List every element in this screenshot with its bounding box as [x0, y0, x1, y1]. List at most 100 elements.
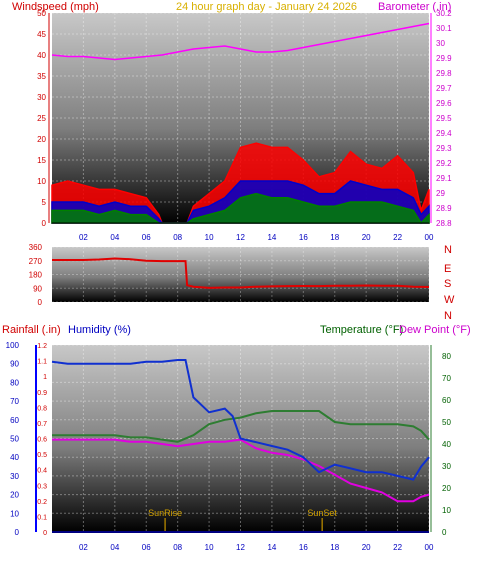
rainfall-y-tick-label: 0.2 [37, 499, 47, 506]
wind-x-tick-label: 18 [330, 233, 339, 242]
humidity-y-tick-label: 40 [10, 453, 19, 462]
humidity-x-tick-label: 22 [393, 543, 402, 552]
temperature-y-tick-label: 70 [442, 374, 451, 383]
humidity-y-tick-label: 60 [10, 416, 19, 425]
wind-series [51, 22, 430, 225]
humidity-x-tick-label: 20 [362, 543, 371, 552]
humidity-x-tick-label: 06 [142, 543, 151, 552]
sunrise-label: SunRise [148, 508, 182, 518]
wind-x-tick-label: 10 [205, 233, 214, 242]
rainfall-y-tick-label: 0.1 [37, 514, 47, 521]
wind-y-tick-label: 15 [37, 156, 46, 165]
compass-label: S [444, 278, 451, 290]
temperature-y-tick-label: 10 [442, 506, 451, 515]
barometer-y-tick-label: 28.9 [436, 204, 452, 213]
wind-y-tick-label: 50 [37, 9, 46, 18]
humidity-y-tick-label: 90 [10, 360, 19, 369]
barometer-y-tick-label: 29.2 [436, 159, 452, 168]
wind-grid [52, 12, 430, 224]
wind-y-tick-label: 10 [37, 177, 46, 186]
wind-x-tick-label: 06 [142, 233, 151, 242]
rainfall-y-tick-label: 1 [43, 374, 47, 381]
wind-direction-series [52, 257, 430, 289]
wind-y-tick-label: 30 [37, 93, 46, 102]
temperature-series [52, 410, 430, 443]
barometer-y-tick-label: 29 [436, 189, 445, 198]
temperature-axis-ticks: 0 10 20 30 40 50 60 70 80 [430, 345, 451, 537]
temperature-axis-label: Temperature (°F) [320, 324, 403, 336]
rainfall-y-tick-label: 0.3 [37, 483, 47, 490]
rainfall-y-tick-label: 0.8 [37, 405, 47, 412]
compass-label: N [444, 244, 452, 256]
humidity-x-tick-label: 10 [205, 543, 214, 552]
wind-x-tick-label: 04 [110, 233, 119, 242]
windspeed-axis-label: Windspeed (mph) [12, 1, 99, 13]
barometer-right-axis-ticks: 28.8 28.9 29 29.1 29.2 29.3 29.4 29.5 29.6 29.7 29… [430, 9, 452, 228]
humidity-y-tick-label: 20 [10, 491, 19, 500]
rainfall-y-tick-label: 0 [43, 530, 47, 537]
barometer-y-tick-label: 30.1 [436, 24, 452, 33]
compass-label: N [444, 310, 452, 322]
wind-direction-tick-label: 360 [29, 243, 43, 252]
dew-point-series [52, 438, 430, 503]
humidity-y-tick-label: 30 [10, 472, 19, 481]
barometer-series [51, 22, 430, 61]
wind-y-tick-label: 35 [37, 72, 46, 81]
barometer-y-tick-label: 29.7 [436, 84, 452, 93]
wind-y-tick-label: 0 [42, 219, 47, 228]
rainfall-y-tick-label: 1.1 [37, 359, 47, 366]
chart-title: 24 hour graph day - January 24 2026 [176, 1, 357, 13]
sunset-label: SunSet [307, 508, 337, 518]
wind-y-tick-label: 25 [37, 114, 46, 123]
compass-label: E [444, 263, 451, 275]
dew-point-axis-label: Dew Point (°F) [399, 324, 471, 336]
humidity-x-tick-label: 16 [299, 543, 308, 552]
rainfall-axis-label: Rainfall (.in) [2, 324, 61, 336]
humidity-x-tick-label: 02 [79, 543, 88, 552]
rainfall-y-tick-label: 1.2 [37, 343, 47, 350]
wind-direction-tick-label: 90 [33, 284, 42, 293]
wind-x-tick-label: 02 [79, 233, 88, 242]
humidity-y-tick-label: 50 [10, 435, 19, 444]
wind-x-tick-label: 00 [425, 233, 434, 242]
wind-direction-series [52, 257, 430, 289]
wind-y-tick-label: 20 [37, 135, 46, 144]
wind-direction-tick-label: 0 [38, 298, 43, 307]
barometer-y-tick-label: 29.5 [436, 114, 452, 123]
rainfall-y-tick-label: 0.9 [37, 390, 47, 397]
humidity-y-tick-label: 80 [10, 378, 19, 387]
rainfall-y-tick-label: 0.4 [37, 468, 47, 475]
humidity-y-tick-label: 10 [10, 509, 19, 518]
wind-x-tick-label: 12 [236, 233, 245, 242]
barometer-axis-label: Barometer (.in) [378, 1, 451, 13]
barometer-y-tick-label: 30 [436, 39, 445, 48]
wind-y-tick-label: 40 [37, 51, 46, 60]
rainfall-y-tick-label: 0.7 [37, 421, 47, 428]
wind-x-tick-label: 08 [173, 233, 182, 242]
barometer-y-tick-label: 29.3 [436, 144, 452, 153]
humidity-x-tick-label: 14 [267, 543, 276, 552]
wind-speed-series [51, 192, 430, 225]
humidity-x-tick-label: 18 [330, 543, 339, 552]
humidity-series [51, 359, 430, 481]
wind-direction-degree-ticks: 0 90 180 270 360 [29, 243, 43, 307]
temperature-y-tick-label: 40 [442, 440, 451, 449]
humidity-y-tick-label: 0 [15, 528, 20, 537]
sun-markers: SunRise SunSet [148, 508, 337, 532]
temperature-y-tick-label: 80 [442, 352, 451, 361]
wind-direction-tick-label: 180 [29, 271, 43, 280]
compass-label: W [444, 294, 455, 306]
humidity-y-tick-label: 70 [10, 397, 19, 406]
wind-direction-plot-area [52, 247, 429, 302]
barometer-y-tick-label: 29.4 [436, 129, 452, 138]
humidity-x-tick-label: 08 [173, 543, 182, 552]
temperature-y-tick-label: 20 [442, 484, 451, 493]
barometer-y-tick-label: 30.2 [436, 9, 452, 18]
humidity-y-tick-label: 100 [6, 341, 20, 350]
wind-y-tick-label: 5 [42, 198, 47, 207]
humidity-x-axis-ticks: 02 04 06 08 10 12 14 16 18 20 22 00 [79, 543, 434, 552]
